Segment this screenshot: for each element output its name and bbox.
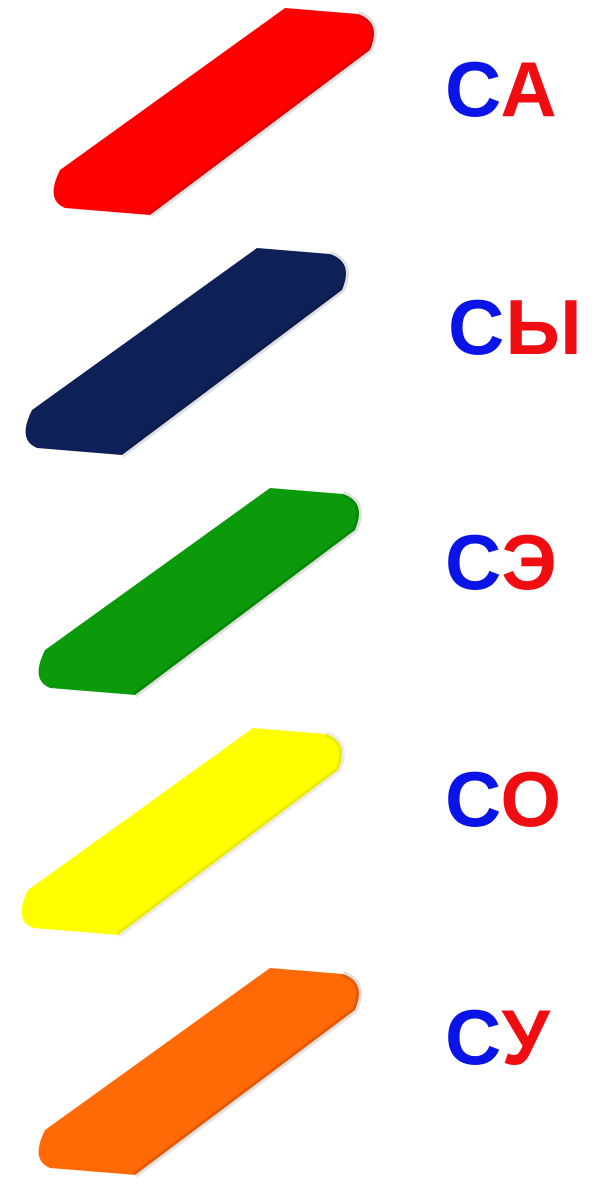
syllable-row-so: СО — [0, 720, 598, 955]
syllable-sa: СА — [445, 50, 558, 128]
green-pencil-bar — [38, 488, 362, 698]
syllable-su: СУ — [445, 998, 551, 1076]
vowel-letter: Э — [501, 518, 558, 606]
syllable-row-sy: СЫ — [0, 240, 598, 475]
vowel-letter: Ы — [505, 283, 583, 371]
syllable-se: СЭ — [445, 523, 558, 601]
vowel-letter: О — [500, 755, 563, 843]
vowel-letter: А — [500, 45, 558, 133]
vowel-letter: У — [501, 993, 551, 1081]
syllable-so: СО — [445, 760, 562, 838]
syllable-row-sa: СА — [0, 0, 598, 235]
syllable-row-se: СЭ — [0, 480, 598, 715]
syllable-sy: СЫ — [448, 288, 583, 366]
consonant-letter: С — [445, 518, 502, 606]
orange-pencil-bar — [38, 968, 362, 1178]
navy-pencil-bar — [25, 248, 349, 458]
consonant-letter: С — [445, 993, 502, 1081]
red-pencil-bar — [53, 8, 377, 218]
consonant-letter: С — [448, 283, 506, 371]
yellow-pencil-bar — [21, 728, 345, 938]
syllable-row-su: СУ — [0, 960, 598, 1195]
consonant-letter: С — [445, 755, 501, 843]
consonant-letter: С — [445, 45, 501, 133]
